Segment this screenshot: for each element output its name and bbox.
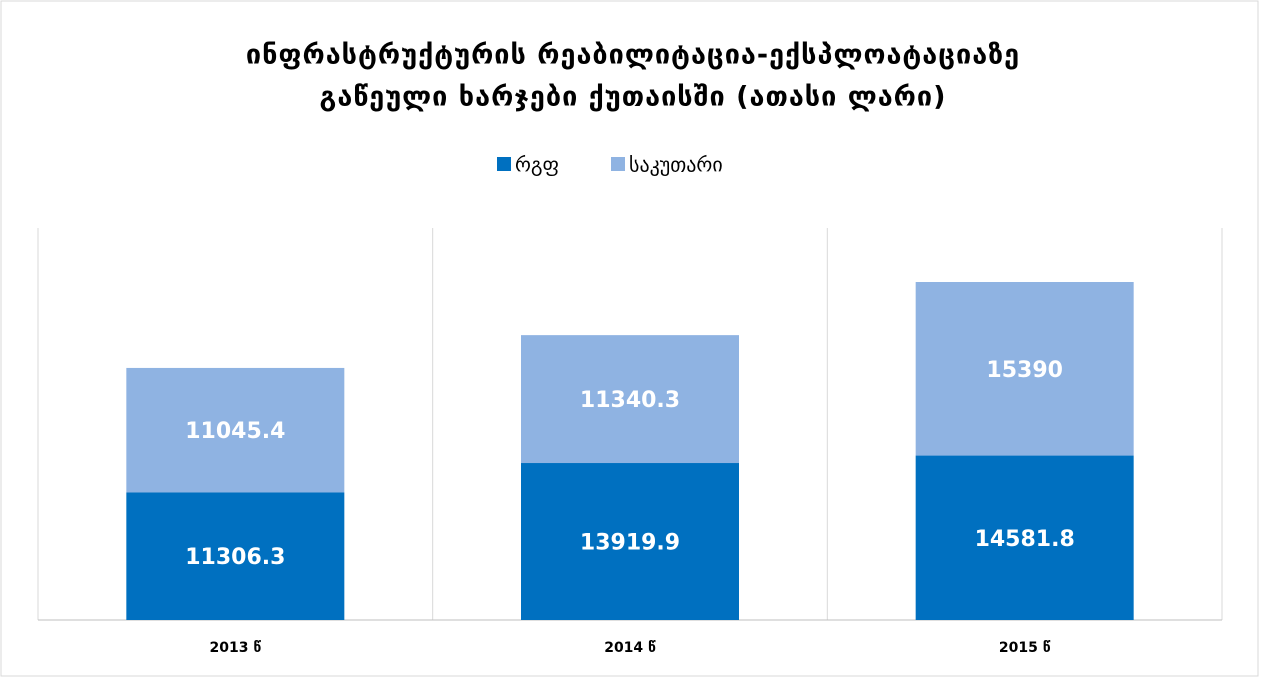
value-label: 11340.3 [580, 388, 680, 413]
x-tick-label: 2014 წ [604, 640, 656, 656]
bar-segment [521, 463, 739, 620]
x-tick-label: 2013 წ [210, 640, 262, 656]
chart-title: ინფრასტრუქტურის რეაბილიტაცია-ექსპლოატაცი… [246, 40, 1020, 71]
bar-segment [126, 367, 345, 493]
value-label: 11306.3 [185, 545, 285, 570]
chart-title: გაწეული ხარჯები ქუთაისში (ათასი ლარი) [320, 82, 947, 113]
value-label: 15390 [986, 358, 1063, 383]
bar-segment [126, 492, 345, 620]
value-label: 13919.9 [580, 531, 680, 556]
legend-label: რგფ [515, 153, 559, 177]
legend-swatch [611, 157, 625, 171]
value-label: 14581.8 [975, 527, 1075, 552]
bar-segment [915, 455, 1134, 620]
legend-label: საკუთარი [629, 153, 723, 177]
bar-segment [915, 282, 1134, 456]
value-label: 11045.4 [185, 419, 285, 444]
bar-segment [521, 335, 739, 464]
x-tick-label: 2015 წ [999, 640, 1051, 656]
legend-swatch [497, 157, 511, 171]
